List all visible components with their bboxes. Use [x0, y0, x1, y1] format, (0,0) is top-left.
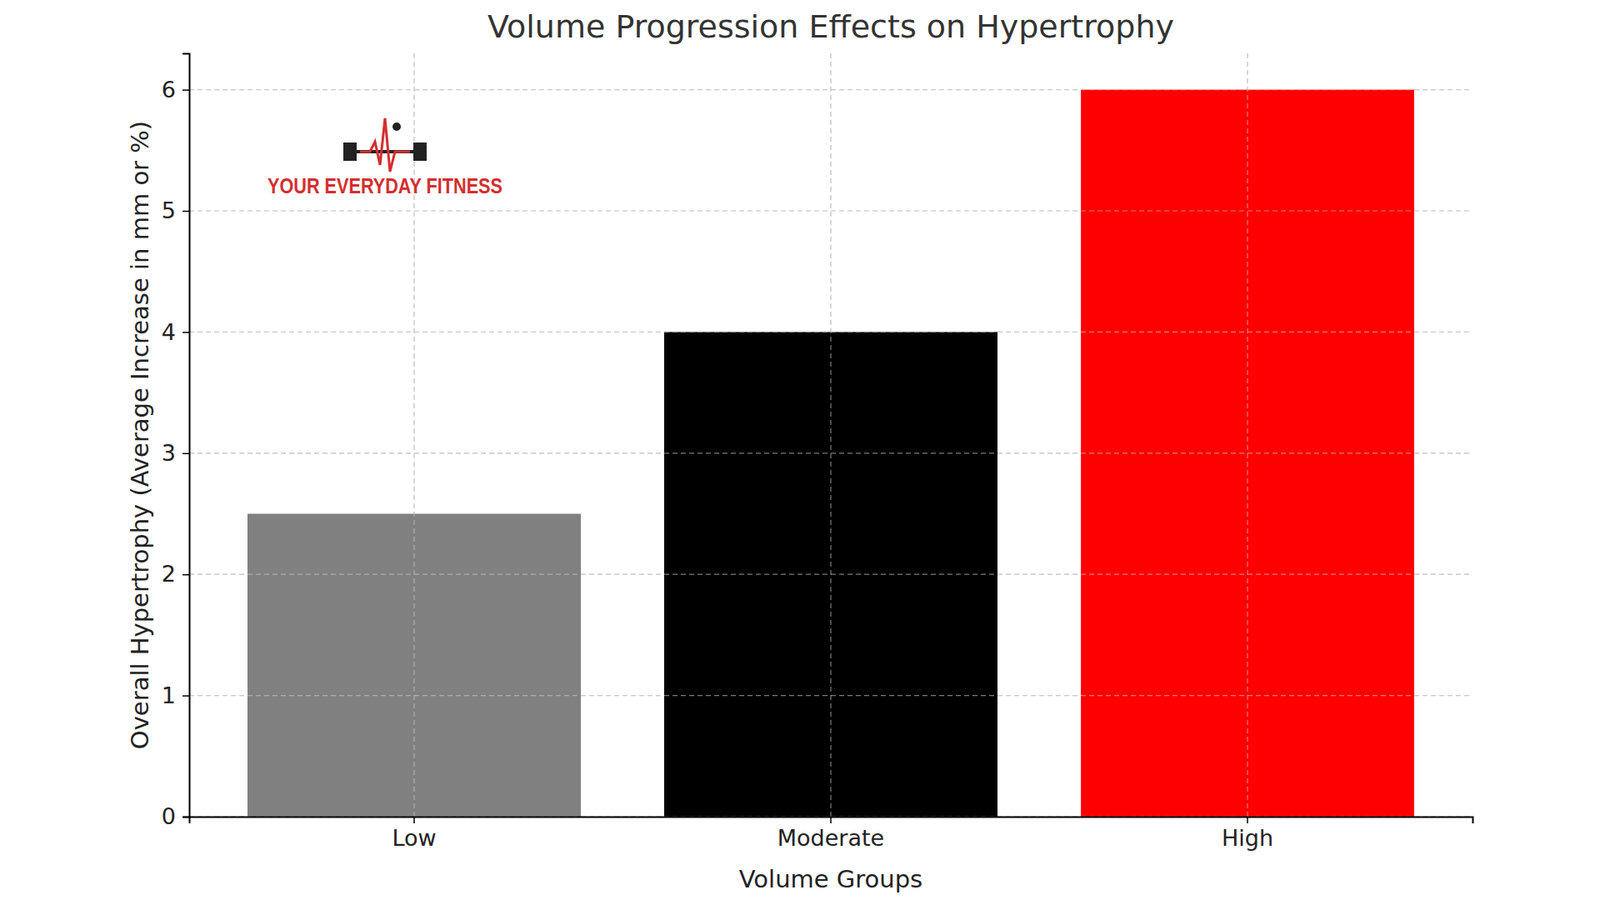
logo: YOUR EVERYDAY FITNESS [267, 118, 503, 199]
chart: 0 1 2 3 4 5 6 Low Moderate High Volume Progression… [0, 0, 1600, 900]
x-tick: High [1221, 816, 1274, 851]
tick-mark [182, 210, 190, 213]
tick-mark [1246, 816, 1249, 824]
y-tick: 3 [161, 440, 190, 466]
plot: 0 1 2 3 4 5 6 Low Moderate High [161, 53, 1474, 851]
tick-mark [182, 816, 190, 819]
y-tick: 2 [161, 560, 190, 587]
title: Volume Progression Effects on Hypertroph… [487, 8, 1175, 45]
y-tick: 1 [161, 682, 190, 709]
tick-label: 4 [161, 319, 176, 345]
x-tick: Moderate [777, 816, 885, 851]
x-tick: Low [391, 816, 436, 851]
logo-plate [350, 142, 357, 161]
logo-text: YOUR EVERYDAY FITNESS [267, 173, 503, 199]
logo-plate [420, 142, 427, 161]
tick-label: High [1221, 825, 1274, 851]
grid [189, 53, 1473, 817]
tick-mark [182, 695, 190, 697]
y-tick: 4 [161, 319, 190, 345]
tick-mark [182, 453, 190, 455]
tick-label: 0 [161, 803, 176, 830]
tick-label: 1 [161, 682, 176, 709]
tick-label: 6 [161, 76, 176, 103]
tick-mark [182, 574, 190, 576]
axis-line [182, 54, 190, 818]
logo-plate [343, 142, 350, 161]
grid-line [1246, 53, 1248, 817]
y-tick: 5 [161, 197, 190, 224]
logo-runner [392, 122, 401, 131]
x-axis-title: Volume Groups [739, 865, 923, 894]
y-tick: 0 [161, 803, 190, 830]
x-axis: Low Moderate High [190, 816, 1474, 851]
y-axis: 0 1 2 3 4 5 6 [161, 54, 190, 830]
grid-line [189, 210, 1473, 211]
axis-line [190, 817, 1474, 825]
tick-mark [182, 331, 190, 334]
tick-label: Low [391, 825, 436, 851]
grid-line [413, 53, 415, 817]
grid-line [830, 53, 831, 817]
logo-plate [413, 142, 420, 161]
logo-pulse [360, 118, 410, 172]
tick-mark [413, 816, 415, 824]
logo-bar [345, 150, 425, 154]
tick-label: 5 [161, 197, 176, 224]
tick-label: 3 [161, 440, 176, 466]
tick-label: Moderate [777, 825, 885, 851]
tick-mark [830, 816, 832, 824]
y-axis-title: Overall Hypertrophy (Average Increase in… [125, 120, 155, 750]
y-tick: 6 [161, 76, 190, 103]
tick-mark [182, 89, 190, 91]
tick-label: 2 [161, 560, 176, 587]
grid-overlay [189, 53, 1473, 817]
